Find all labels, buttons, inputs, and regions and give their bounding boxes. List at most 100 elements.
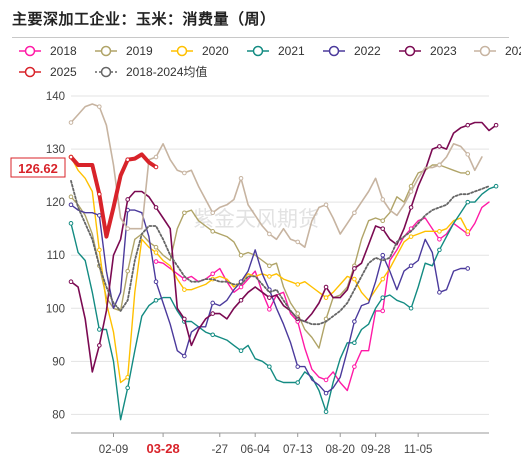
data-point — [68, 202, 74, 208]
series-group — [68, 103, 499, 421]
data-point — [97, 104, 102, 109]
data-point — [267, 295, 272, 300]
data-point — [465, 152, 471, 157]
data-point — [352, 266, 357, 271]
data-point — [295, 282, 301, 287]
legend-swatch-marker — [100, 66, 112, 78]
legend-label: 2019 — [126, 44, 153, 58]
data-point — [68, 221, 74, 226]
data-point — [437, 229, 442, 234]
data-point — [97, 247, 102, 253]
data-point — [323, 316, 329, 322]
legend-label: 2022 — [354, 44, 381, 58]
data-point — [153, 154, 159, 160]
data-point — [380, 226, 386, 231]
data-point — [210, 332, 215, 338]
data-point — [125, 197, 130, 202]
data-point — [238, 175, 244, 181]
data-point — [97, 191, 102, 197]
data-point — [323, 409, 329, 415]
legend-swatch-marker — [24, 66, 36, 78]
x-tick-label: -27 — [211, 444, 228, 456]
x-tick-label: 02-09 — [99, 444, 128, 456]
data-point — [153, 279, 159, 285]
series-line — [70, 164, 469, 349]
chart-title: 主要深加工企业：玉米：消费量（周） — [12, 10, 276, 28]
data-point — [182, 316, 187, 322]
data-point — [295, 380, 301, 385]
series-line — [70, 121, 497, 373]
data-point — [238, 284, 244, 290]
legend-swatch-marker — [176, 45, 188, 57]
x-tick-label: 07-13 — [283, 444, 312, 456]
data-point — [465, 266, 471, 271]
data-point — [267, 364, 272, 369]
legend-item-2025[interactable]: 2025 — [19, 65, 77, 79]
data-point — [493, 183, 499, 189]
data-point — [408, 234, 414, 239]
data-point — [437, 144, 442, 149]
legend-item-2020[interactable]: 2020 — [171, 44, 229, 58]
series-2025 — [68, 152, 159, 239]
series-line — [70, 103, 483, 248]
data-point — [465, 229, 471, 234]
legend-item-2021[interactable]: 2021 — [247, 44, 305, 58]
data-point — [125, 157, 130, 162]
x-tick-label: 09-28 — [361, 444, 390, 456]
data-point — [323, 284, 329, 290]
y-tick-label: 100 — [46, 303, 65, 315]
data-point — [408, 205, 414, 210]
legend-swatch-marker — [404, 45, 416, 57]
y-tick-label: 80 — [52, 409, 65, 421]
data-point — [210, 311, 215, 316]
data-point — [267, 263, 272, 269]
legend-item-2018-2024均值[interactable]: 2018-2024均值 — [95, 64, 207, 79]
data-point — [380, 197, 386, 202]
data-point — [295, 364, 301, 369]
x-tick-label: 06-04 — [240, 444, 270, 456]
legend-item-2019[interactable]: 2019 — [95, 44, 153, 58]
legend-swatch-marker — [252, 45, 264, 57]
data-point — [352, 340, 357, 346]
legend-item-2023[interactable]: 2023 — [399, 44, 457, 58]
data-point — [352, 319, 357, 324]
data-point — [267, 231, 272, 237]
data-point — [153, 297, 159, 303]
data-point — [68, 154, 74, 160]
data-point — [238, 348, 244, 354]
legend-swatch-marker — [479, 45, 491, 57]
data-point — [465, 199, 471, 205]
data-point — [493, 122, 499, 128]
data-point — [125, 385, 130, 391]
data-point — [97, 213, 102, 218]
x-tick-label: 11-05 — [404, 444, 433, 456]
data-point — [182, 353, 187, 359]
x-tick-label: 03-28 — [146, 441, 179, 456]
legend-item-2018[interactable]: 2018 — [19, 44, 77, 58]
legend-item-2022[interactable]: 2022 — [323, 44, 381, 58]
legend-label: 2023 — [430, 44, 457, 58]
legend-item-2024[interactable]: 2024 — [474, 44, 521, 58]
series-2024 — [68, 103, 483, 248]
data-point — [182, 287, 187, 292]
latest-value-label: 126.62 — [18, 161, 58, 176]
data-point — [153, 205, 159, 210]
legend: 2018 2019 2020 2021 2022 2023 2024 2025 2018-202… — [19, 44, 521, 79]
data-point — [153, 244, 159, 250]
data-point — [97, 343, 102, 348]
data-point — [267, 274, 272, 279]
data-point — [125, 268, 130, 274]
legend-label: 2018-2024均值 — [126, 64, 207, 79]
data-point — [125, 226, 130, 231]
data-point — [437, 236, 442, 242]
title-divider — [12, 37, 509, 38]
data-point — [323, 202, 329, 208]
legend-label: 2020 — [202, 44, 229, 58]
data-point — [238, 297, 244, 303]
data-point — [68, 279, 74, 285]
data-point — [380, 252, 386, 258]
data-point — [153, 164, 159, 170]
data-point — [295, 239, 301, 245]
data-point — [408, 263, 414, 269]
legend-label: 2024 — [505, 44, 521, 58]
